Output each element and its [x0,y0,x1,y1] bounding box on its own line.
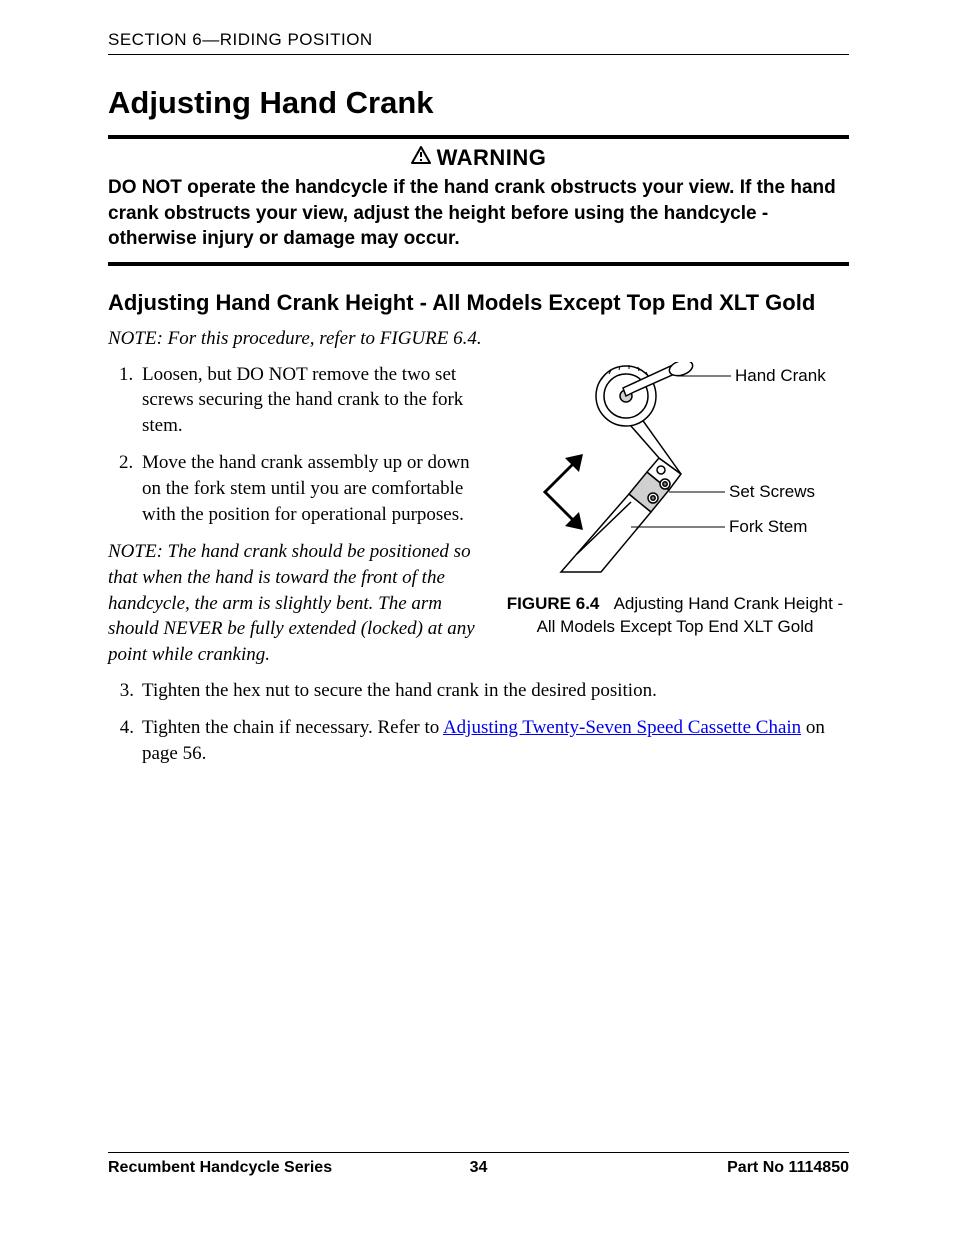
subheading: Adjusting Hand Crank Height - All Models… [108,290,849,316]
step-4: Tighten the chain if necessary. Refer to… [138,715,849,766]
step-1: Loosen, but DO NOT remove the two set sc… [138,362,481,439]
label-fork-stem: Fork Stem [729,517,807,536]
page-footer: Recumbent Handcycle Series 34 Part No 11… [108,1152,849,1177]
steps-list-a: Loosen, but DO NOT remove the two set sc… [108,362,481,528]
step-2: Move the hand crank assembly up or down … [138,450,481,527]
hand-crank-diagram-icon: Hand Crank Set Screws Fork Stem [501,362,849,582]
footer-page-number: 34 [108,1159,849,1177]
page-title: Adjusting Hand Crank [108,85,849,121]
warning-triangle-icon [411,144,431,170]
warning-label: WARNING [437,145,547,170]
step-3: Tighten the hex nut to secure the hand c… [138,678,849,704]
note-1: NOTE: For this procedure, refer to FIGUR… [108,326,849,352]
label-hand-crank: Hand Crank [735,366,826,385]
steps-list-b: Tighten the hex nut to secure the hand c… [108,678,849,767]
figure-number: FIGURE 6.4 [507,594,600,613]
warning-heading: WARNING [108,145,849,171]
note-2: NOTE: The hand crank should be positione… [108,539,481,667]
label-set-screws: Set Screws [729,482,815,501]
running-head: SECTION 6—RIDING POSITION [108,30,849,55]
rule-thick-bottom [108,262,849,266]
figure-caption: FIGURE 6.4 Adjusting Hand Crank Height -… [501,593,849,639]
warning-body: DO NOT operate the handcycle if the hand… [108,175,849,252]
step-4-pre: Tighten the chain if necessary. Refer to [142,717,443,738]
rule-thick-top [108,135,849,139]
figure-6-4: Hand Crank Set Screws Fork Stem FIGURE 6… [501,362,849,639]
cassette-chain-link[interactable]: Adjusting Twenty-Seven Speed Cassette Ch… [443,717,801,738]
